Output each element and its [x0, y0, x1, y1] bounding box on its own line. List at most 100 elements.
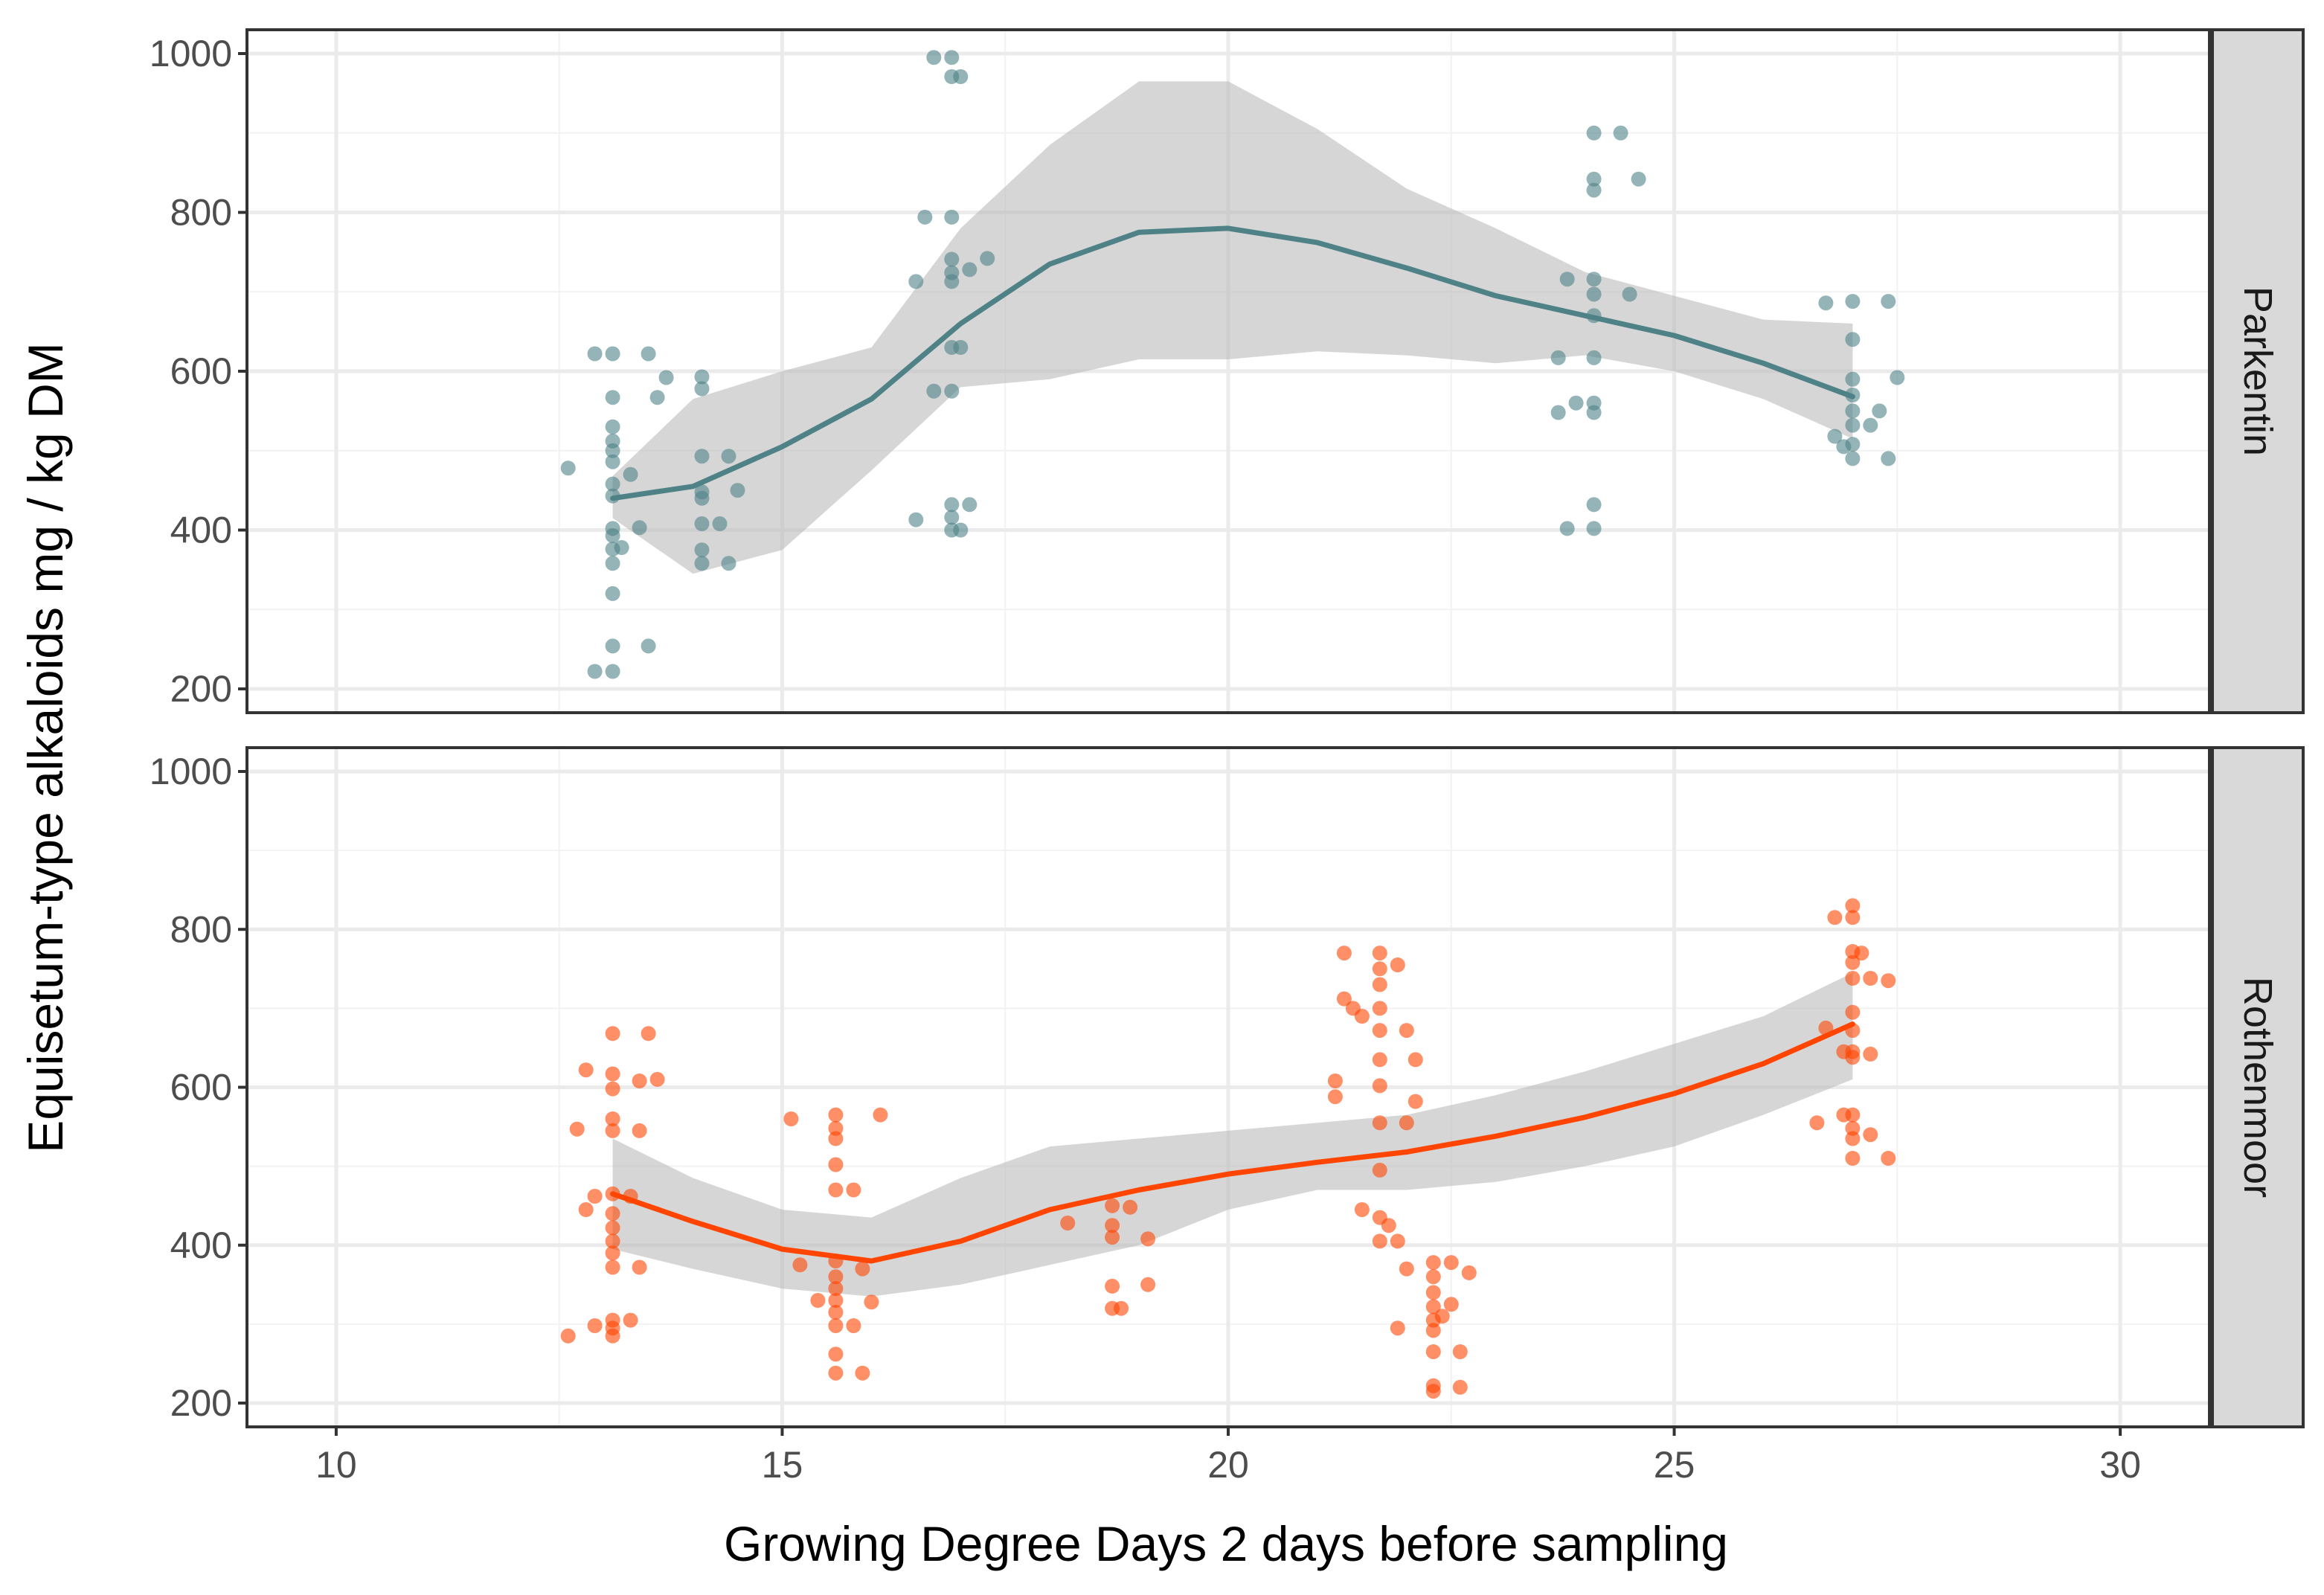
- data-point: [587, 1318, 603, 1333]
- data-point: [953, 522, 969, 538]
- data-point: [614, 540, 629, 555]
- data-point: [908, 274, 924, 289]
- data-point: [1827, 910, 1843, 925]
- data-point: [1881, 1151, 1896, 1166]
- data-point: [1354, 1202, 1370, 1217]
- data-point: [1586, 272, 1602, 287]
- y-tick-label: 400: [170, 1225, 232, 1266]
- data-point: [828, 1269, 844, 1285]
- data-point: [1407, 1052, 1423, 1068]
- data-point: [1372, 977, 1387, 992]
- data-point: [605, 443, 620, 458]
- y-axis-title: Equisetum-type alkaloids mg / kg DM: [18, 342, 73, 1152]
- data-point: [1845, 294, 1861, 309]
- data-point: [1461, 1265, 1477, 1280]
- data-point: [1845, 910, 1861, 925]
- data-point: [712, 516, 728, 531]
- data-point: [1060, 1216, 1076, 1230]
- data-point: [962, 497, 978, 513]
- data-point: [1550, 405, 1566, 420]
- data-point: [944, 50, 960, 65]
- y-tick-label: 800: [170, 192, 232, 234]
- data-point: [783, 1111, 799, 1126]
- data-point: [917, 209, 933, 225]
- data-point: [1327, 1089, 1343, 1105]
- data-point: [605, 1081, 620, 1097]
- data-point: [1372, 1115, 1387, 1131]
- facet-strip-label: Rothenmoor: [2235, 977, 2280, 1198]
- y-tick-label: 800: [170, 908, 232, 950]
- y-tick-label: 1000: [150, 751, 232, 792]
- data-point: [1586, 405, 1602, 420]
- data-point: [1123, 1199, 1138, 1215]
- data-point: [578, 1062, 594, 1078]
- data-point: [1845, 417, 1861, 433]
- data-point: [1613, 125, 1628, 141]
- data-point: [1372, 961, 1387, 977]
- data-point: [1836, 1107, 1852, 1123]
- data-point: [1827, 429, 1843, 444]
- data-point: [1550, 350, 1566, 365]
- x-tick-label: 15: [762, 1444, 803, 1486]
- data-point: [1425, 1269, 1441, 1285]
- data-point: [792, 1257, 808, 1273]
- data-point: [828, 1305, 844, 1320]
- data-point: [587, 346, 603, 362]
- data-point: [605, 1328, 620, 1344]
- data-point: [605, 1026, 620, 1042]
- data-point: [1586, 521, 1602, 536]
- data-point: [569, 1121, 585, 1137]
- confidence-band: [612, 81, 1853, 574]
- data-point: [605, 1066, 620, 1082]
- data-point: [1452, 1344, 1468, 1359]
- data-point: [605, 476, 620, 492]
- data-point: [1425, 1344, 1441, 1359]
- data-point: [1425, 1285, 1441, 1300]
- data-point: [1336, 946, 1352, 961]
- data-point: [641, 1026, 656, 1042]
- data-point: [605, 638, 620, 654]
- data-point: [1390, 1320, 1405, 1336]
- data-point: [641, 638, 656, 654]
- data-point: [1845, 1120, 1861, 1136]
- data-point: [632, 1074, 647, 1088]
- data-point: [962, 262, 978, 277]
- data-point: [1372, 1162, 1387, 1178]
- data-point: [605, 528, 620, 543]
- data-point: [605, 1206, 620, 1222]
- gridlines: [247, 748, 2209, 1427]
- data-point: [623, 1312, 638, 1328]
- data-point: [1140, 1277, 1156, 1292]
- data-point: [1836, 1044, 1852, 1059]
- data-point: [632, 1123, 647, 1138]
- data-point: [1586, 350, 1602, 365]
- data-point: [587, 1189, 603, 1204]
- facet-strip: [2211, 28, 2305, 714]
- panel-parkentin: 200 400 600 800 1000 Parkentin: [150, 28, 2305, 714]
- facet-strip: [2211, 746, 2305, 1428]
- y-tick-label: 400: [170, 510, 232, 551]
- data-point: [694, 542, 710, 558]
- data-point: [605, 454, 620, 469]
- data-point: [1881, 451, 1896, 466]
- data-point: [944, 274, 960, 289]
- data-point: [1863, 1127, 1878, 1143]
- data-point: [1390, 1233, 1405, 1249]
- data-point: [1425, 1323, 1441, 1338]
- data-point: [1836, 439, 1852, 455]
- data-point: [1452, 1379, 1468, 1395]
- y-tick-label: 1000: [150, 33, 232, 74]
- data-point: [1631, 171, 1646, 187]
- data-point: [828, 1120, 844, 1136]
- data-point: [605, 419, 620, 434]
- data-point: [721, 556, 736, 571]
- data-point: [828, 1182, 844, 1198]
- data-point: [828, 1365, 844, 1381]
- data-point: [1399, 1115, 1414, 1131]
- data-point: [1845, 954, 1861, 970]
- data-point: [944, 510, 960, 525]
- data-point: [641, 346, 656, 362]
- data-point: [605, 1233, 620, 1249]
- data-point: [1381, 1218, 1396, 1233]
- data-point: [864, 1294, 879, 1310]
